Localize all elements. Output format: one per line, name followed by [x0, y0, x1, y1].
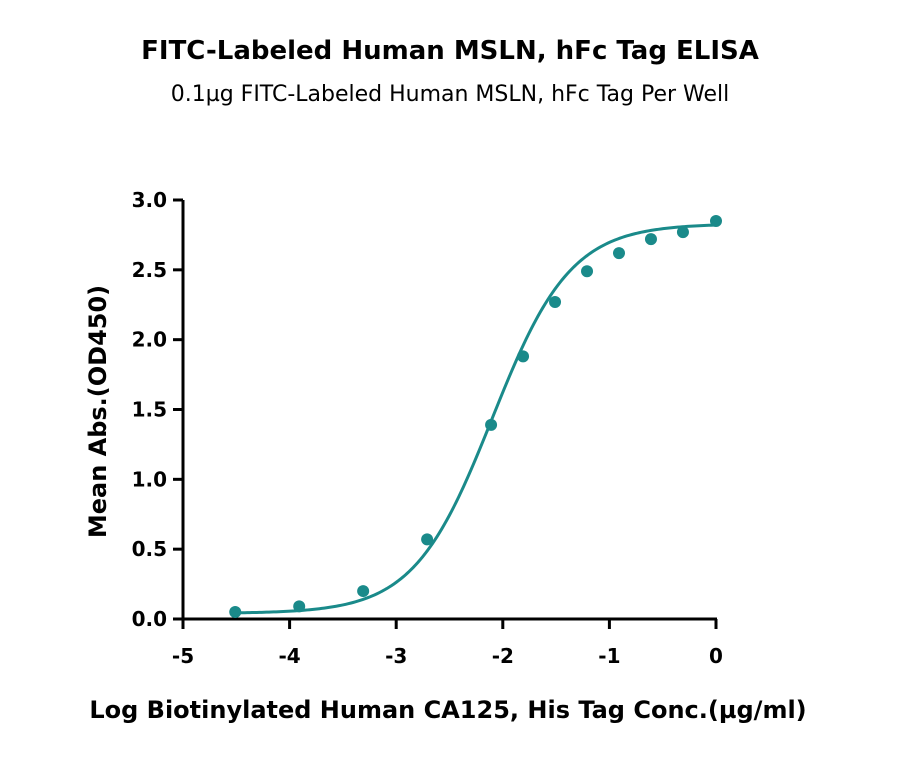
- data-point: [357, 585, 370, 598]
- data-points: [229, 214, 722, 619]
- data-point: [710, 214, 722, 227]
- y-tick-label: 2.0: [132, 328, 167, 352]
- x-tick-label: -5: [172, 644, 194, 668]
- x-tick-label: -2: [492, 644, 514, 668]
- y-tick-label: 1.0: [132, 467, 167, 491]
- y-tick-label: 0.0: [132, 607, 167, 631]
- data-point: [644, 233, 657, 246]
- x-axis-label: Log Biotinylated Human CA125, His Tag Co…: [89, 696, 806, 724]
- fit-curve-line: [235, 223, 717, 615]
- y-tick-label: 0.5: [132, 537, 167, 561]
- data-point: [485, 418, 498, 431]
- chart-subtitle: 0.1µg FITC-Labeled Human MSLN, hFc Tag P…: [170, 82, 730, 107]
- x-tick-label: -1: [598, 644, 620, 668]
- chart-title: FITC-Labeled Human MSLN, hFc Tag ELISA: [141, 36, 759, 66]
- y-tick-label: 1.5: [132, 398, 167, 422]
- data-point: [293, 600, 306, 613]
- data-point: [549, 295, 562, 308]
- data-point: [517, 350, 530, 363]
- data-point: [612, 247, 625, 260]
- y-tick-label: 3.0: [132, 188, 167, 212]
- x-tick-label: -4: [278, 644, 300, 668]
- x-tick-label: -3: [385, 644, 407, 668]
- fit-curve-layer: [235, 223, 717, 615]
- data-point: [421, 533, 434, 546]
- axes: 0.0 0.5 1.0 1.5 2.0 2.5 3.0 -5 -4 -3 -2 -1 0: [132, 188, 723, 668]
- data-point: [229, 606, 242, 619]
- x-tick-label: 0: [709, 644, 723, 668]
- y-axis-label: Mean Abs.(OD450): [84, 285, 112, 538]
- data-point: [676, 226, 689, 239]
- data-point: [581, 265, 594, 278]
- y-tick-label: 2.5: [132, 258, 167, 282]
